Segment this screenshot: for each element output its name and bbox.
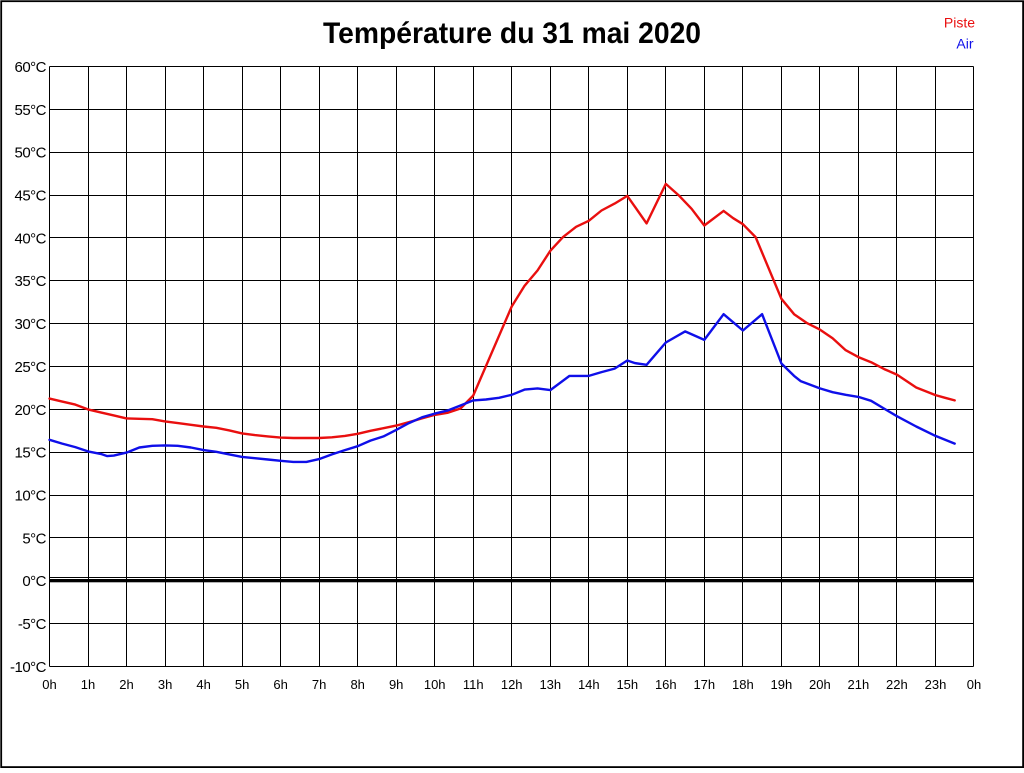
svg-text:60°C: 60°C <box>14 59 46 76</box>
svg-text:50°C: 50°C <box>14 145 46 162</box>
svg-text:13h: 13h <box>539 677 561 692</box>
svg-text:1h: 1h <box>81 677 95 692</box>
svg-text:12h: 12h <box>501 677 523 692</box>
svg-text:3h: 3h <box>158 677 172 692</box>
svg-text:14h: 14h <box>578 677 600 692</box>
svg-text:8h: 8h <box>350 677 364 692</box>
svg-text:-10°C: -10°C <box>10 659 47 676</box>
svg-text:5°C: 5°C <box>22 530 46 547</box>
svg-text:10°C: 10°C <box>14 488 46 505</box>
svg-text:-5°C: -5°C <box>18 616 47 633</box>
svg-text:10h: 10h <box>424 677 446 692</box>
svg-text:15h: 15h <box>616 677 638 692</box>
svg-text:30°C: 30°C <box>14 316 46 333</box>
svg-text:18h: 18h <box>732 677 754 692</box>
svg-text:19h: 19h <box>771 677 793 692</box>
svg-text:0h: 0h <box>967 677 981 692</box>
svg-text:5h: 5h <box>235 677 249 692</box>
svg-text:Piste: Piste <box>944 14 975 30</box>
svg-text:20°C: 20°C <box>14 402 46 419</box>
svg-text:4h: 4h <box>196 677 210 692</box>
svg-text:17h: 17h <box>693 677 715 692</box>
svg-text:25°C: 25°C <box>14 359 46 376</box>
svg-text:20h: 20h <box>809 677 831 692</box>
svg-text:35°C: 35°C <box>14 273 46 290</box>
svg-text:23h: 23h <box>925 677 947 692</box>
svg-text:7h: 7h <box>312 677 326 692</box>
svg-text:2h: 2h <box>119 677 133 692</box>
svg-text:55°C: 55°C <box>14 102 46 119</box>
svg-text:11h: 11h <box>463 677 484 692</box>
svg-text:15°C: 15°C <box>14 445 46 462</box>
svg-text:Température du 31 mai 2020: Température du 31 mai 2020 <box>323 17 701 50</box>
svg-text:0h: 0h <box>42 677 56 692</box>
svg-text:9h: 9h <box>389 677 403 692</box>
svg-text:22h: 22h <box>886 677 908 692</box>
svg-text:0°C: 0°C <box>22 573 46 590</box>
svg-text:21h: 21h <box>848 677 870 692</box>
svg-text:6h: 6h <box>273 677 287 692</box>
svg-text:45°C: 45°C <box>14 188 46 205</box>
svg-text:Air: Air <box>956 35 973 51</box>
svg-text:40°C: 40°C <box>14 230 46 247</box>
svg-text:16h: 16h <box>655 677 677 692</box>
